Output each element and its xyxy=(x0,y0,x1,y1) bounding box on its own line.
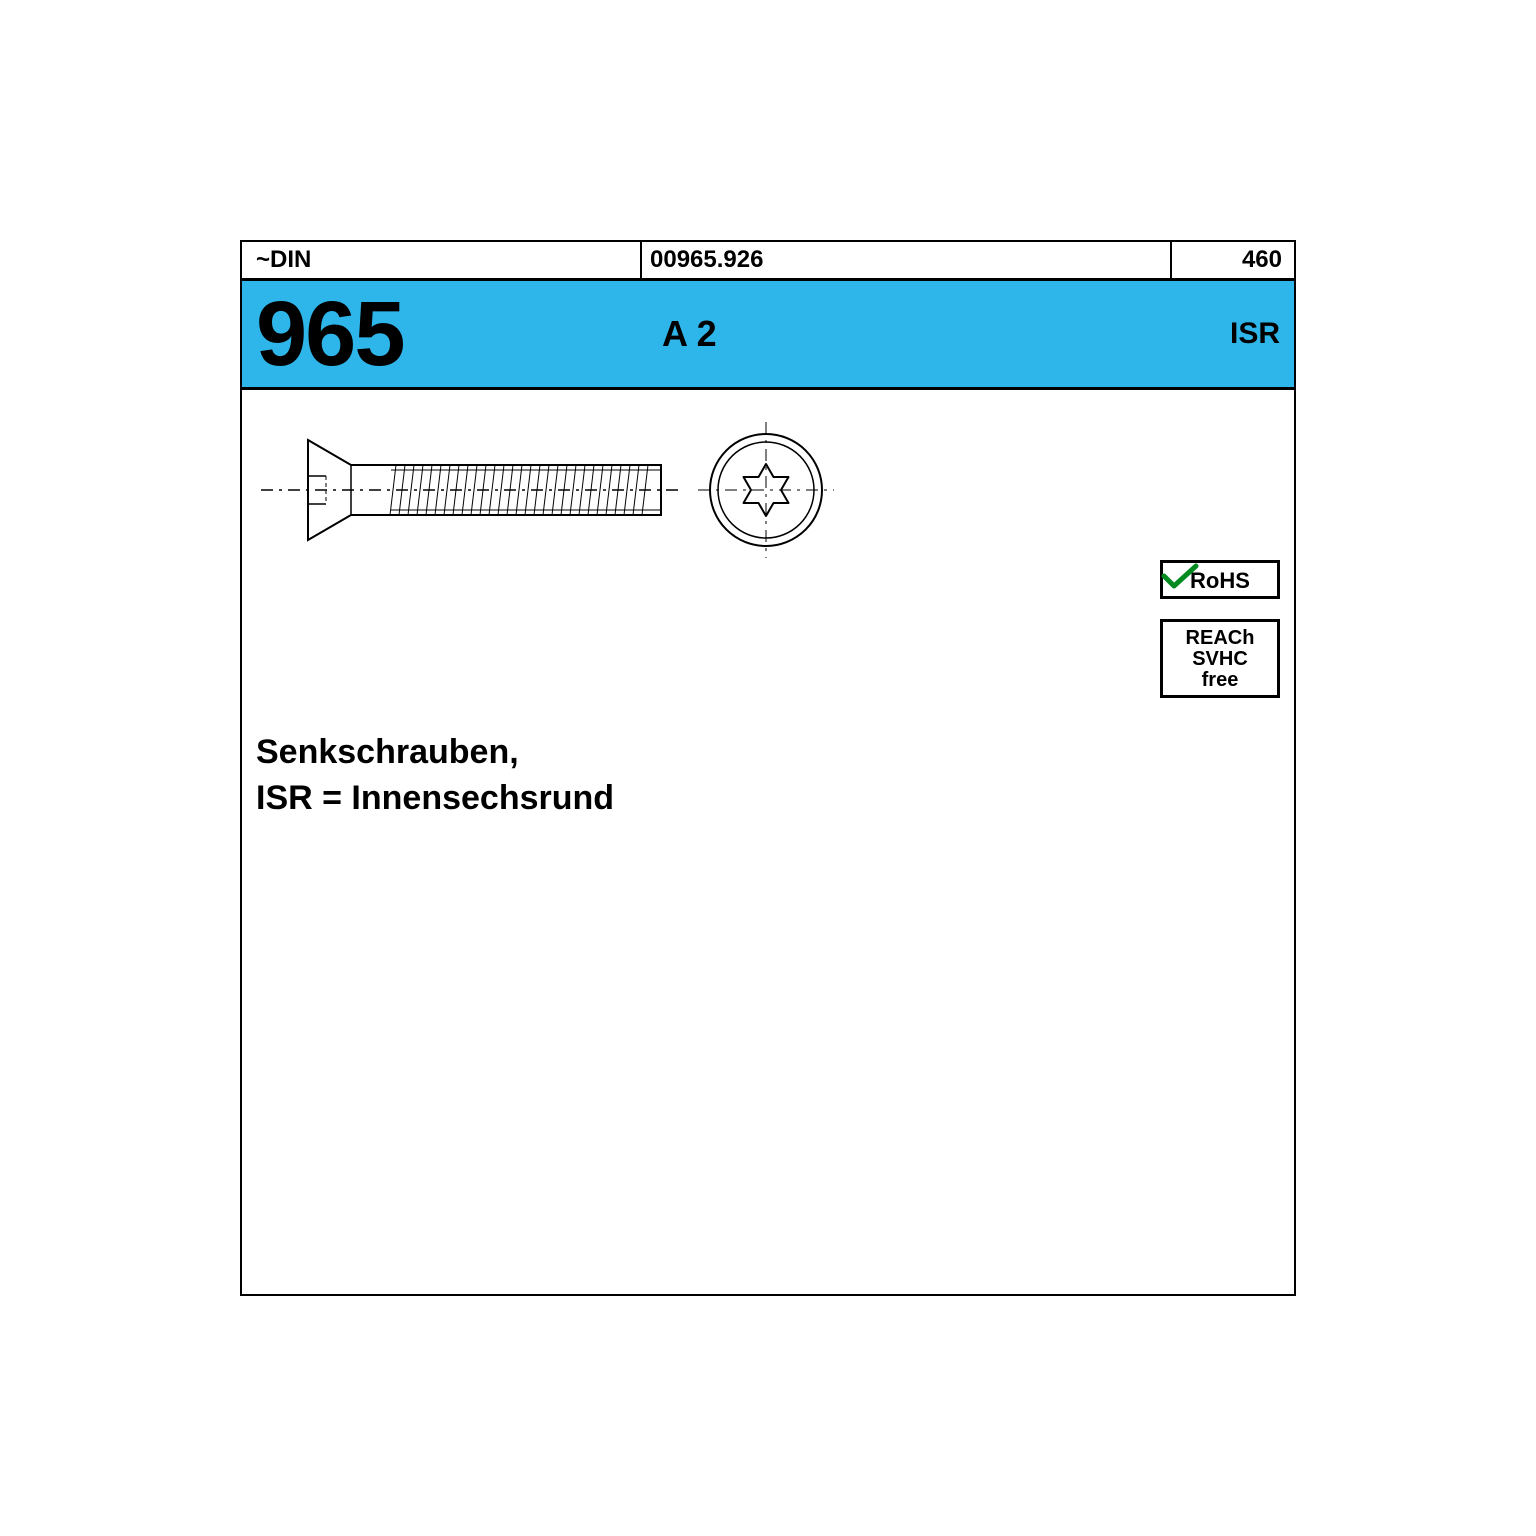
reach-line1: REACh xyxy=(1167,628,1273,649)
header-page: 460 xyxy=(1242,246,1282,274)
reach-line3: free xyxy=(1167,670,1273,691)
title-material: A 2 xyxy=(662,313,717,355)
reach-line2: SVHC xyxy=(1167,649,1273,670)
diagram-area: RoHS REACh SVHC free Senkschrauben, ISR … xyxy=(242,390,1294,830)
header-divider-1 xyxy=(640,242,642,278)
product-card: ~DIN 00965.926 460 965 A 2 ISR RoHS REAC… xyxy=(240,240,1296,1296)
title-number: 965 xyxy=(256,282,404,387)
description-line2: ISR = Innensechsrund xyxy=(256,776,614,822)
header-code: 00965.926 xyxy=(650,246,763,274)
compliance-column: RoHS REACh SVHC free xyxy=(1160,560,1280,718)
description-line1: Senkschrauben, xyxy=(256,730,614,776)
screw-diagram xyxy=(256,420,876,580)
rohs-box: RoHS xyxy=(1160,560,1280,599)
check-icon xyxy=(1160,562,1200,590)
header-row: ~DIN 00965.926 460 xyxy=(242,242,1294,278)
title-band: 965 A 2 ISR xyxy=(242,278,1294,390)
header-divider-2 xyxy=(1170,242,1172,278)
header-din: ~DIN xyxy=(256,246,311,274)
reach-box: REACh SVHC free xyxy=(1160,619,1280,698)
description: Senkschrauben, ISR = Innensechsrund xyxy=(256,730,614,822)
title-drive: ISR xyxy=(1230,317,1280,351)
